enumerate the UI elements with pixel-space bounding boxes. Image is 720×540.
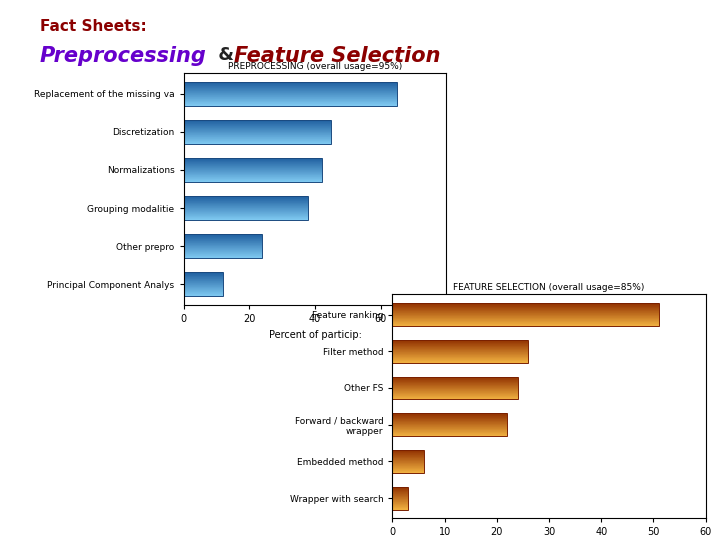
Title: PREPROCESSING (overall usage=95%): PREPROCESSING (overall usage=95%) <box>228 62 402 71</box>
Bar <box>392 303 659 326</box>
Text: &: & <box>212 46 240 64</box>
Bar <box>392 450 423 473</box>
Bar <box>184 82 397 106</box>
Bar <box>184 234 262 258</box>
Text: Fact Sheets:: Fact Sheets: <box>40 19 146 34</box>
Title: FEATURE SELECTION (overall usage=85%): FEATURE SELECTION (overall usage=85%) <box>454 283 644 292</box>
Text: Preprocessing: Preprocessing <box>40 46 207 66</box>
Bar <box>392 413 507 436</box>
Bar <box>184 272 223 296</box>
Bar <box>392 376 518 400</box>
Bar <box>392 487 408 510</box>
Bar <box>184 158 322 182</box>
Bar <box>184 120 331 144</box>
Bar <box>392 340 528 363</box>
X-axis label: Percent of particip:: Percent of particip: <box>269 330 361 340</box>
Text: Feature Selection: Feature Selection <box>234 46 441 66</box>
Bar <box>184 196 308 220</box>
